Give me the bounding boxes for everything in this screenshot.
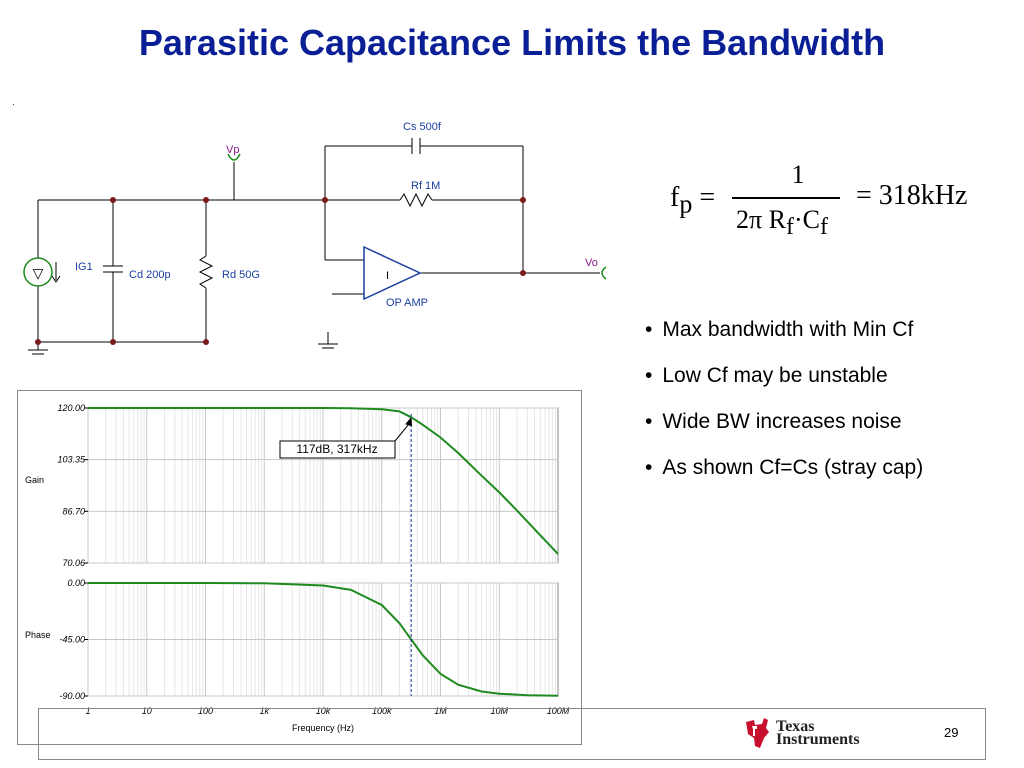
current-source-symbol: ▽ [33, 266, 44, 282]
stray-dot: . [12, 97, 15, 108]
ti-logo-icon [746, 718, 769, 748]
bullet-item: Max bandwidth with Min Cf [645, 316, 923, 362]
y-tick-label: 0.00 [67, 578, 85, 588]
den-c: C [802, 205, 820, 234]
x-tick-label: 10k [316, 706, 331, 716]
x-tick-label: 1 [85, 706, 90, 716]
fraction-bar [732, 197, 840, 199]
x-axis-label: Frequency (Hz) [292, 723, 354, 733]
formula-f-sub: p [679, 189, 693, 219]
page-number: 29 [944, 725, 959, 740]
x-tick-label: 1M [434, 706, 447, 716]
y-axis-label: Gain [25, 475, 44, 485]
formula-rhs: = 318kHz [856, 180, 968, 211]
x-tick-label: 10M [490, 706, 508, 716]
bullet-item: Low Cf may be unstable [645, 362, 923, 408]
vp-probe-icon [227, 153, 241, 161]
den-dot: · [793, 205, 803, 234]
junction-dots [35, 197, 526, 345]
marker-arrow-icon [405, 417, 413, 427]
marker-label-box [279, 440, 396, 459]
rd-label: Rd 50G [222, 269, 260, 281]
x-tick-label: 100 [198, 706, 213, 716]
bullet-item: As shown Cf=Cs (stray cap) [645, 454, 923, 500]
opamp-mark: I [386, 270, 389, 282]
y-tick-label: 103.35 [57, 455, 86, 465]
ti-logo-line2: Instruments [776, 731, 860, 748]
x-tick-label: 10 [142, 706, 152, 716]
bullet-list: Max bandwidth with Min Cf Low Cf may be … [645, 316, 923, 500]
circuit-schematic: ▽ I Cs 500f Vp Rf 1M Vo IG1 Cd 200p Rd 5… [23, 121, 607, 355]
cs-label: Cs 500f [403, 121, 442, 133]
formula-eq: = [699, 182, 716, 213]
y-axis-label: Phase [25, 630, 51, 640]
den-2pi: 2π [736, 205, 763, 234]
ti-logo-text: Texas Instruments [776, 718, 860, 748]
marker-label: 117dB, 317kHz [296, 442, 377, 456]
y-tick-label: 120.00 [57, 403, 85, 413]
vo-label: Vo [585, 257, 598, 269]
x-tick-label: 1k [259, 706, 269, 716]
y-tick-label: 70.06 [62, 558, 85, 568]
vp-label: Vp [226, 144, 239, 156]
bullet-item: Wide BW increases noise [645, 408, 923, 454]
ti-logo-line1: Texas [776, 718, 815, 735]
x-tick-label: 100k [372, 706, 392, 716]
cd-label: Cd 200p [129, 269, 171, 281]
formula-f: f [670, 182, 680, 213]
current-source-icon [23, 257, 53, 287]
formula-lhs: fp = [670, 182, 715, 220]
rf-label: Rf 1M [411, 180, 440, 192]
den-r: R [768, 205, 786, 234]
pole-formula: fp = 1 2π Rf·Cf = 318kHz [660, 150, 1000, 260]
y-tick-label: -90.00 [59, 691, 85, 701]
vo-probe-icon [601, 266, 607, 280]
series-line-0-0 [88, 407, 559, 555]
y-tick-label: -45.00 [59, 635, 85, 645]
series-line-1-0 [88, 582, 559, 697]
x-tick-label: 100M [547, 706, 570, 716]
den-r-sub: f [785, 214, 794, 241]
slide-title: Parasitic Capacitance Limits the Bandwid… [138, 22, 886, 63]
footer-bar [38, 708, 986, 760]
bode-plot: 120.00 103.35 86.70 70.06 Gain 0.00 -45.00 -90.… [25, 403, 570, 733]
y-tick-label: 86.70 [62, 506, 85, 516]
den-c-sub: f [820, 214, 828, 241]
formula-denominator: 2π Rf·Cf [736, 205, 828, 241]
opamp-label: OP AMP [386, 297, 428, 309]
ig1-label: IG1 [75, 261, 93, 273]
formula-numerator: 1 [791, 160, 805, 189]
opamp-icon [363, 245, 422, 301]
